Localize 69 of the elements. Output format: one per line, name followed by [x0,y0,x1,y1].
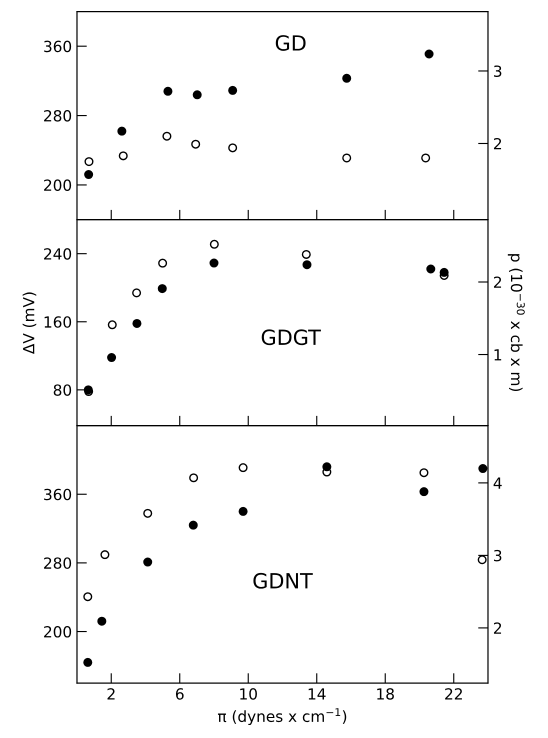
point [118,151,128,160]
y-tick-label: 200 [44,179,72,191]
point [419,487,428,496]
x-tick-label: 14 [308,688,326,700]
point [419,468,428,478]
point [143,558,152,567]
point [84,157,94,166]
point [162,132,172,141]
point [421,153,430,162]
point [108,320,117,330]
point [424,50,434,58]
y2-tick-label: 3 [494,550,502,562]
point [192,90,202,100]
y-tick-label: 160 [44,316,72,328]
point [322,462,332,472]
x-tick-label: 2 [108,688,115,700]
y-tick-label: 240 [44,248,72,260]
point [158,258,168,268]
point [478,555,487,564]
point [83,658,92,667]
point [302,250,311,259]
y2-tick-label: 2 [494,138,502,150]
y2-axis-title: p (10$^{−30}$ x cb x m) [508,254,525,392]
point [97,616,106,626]
point [83,592,92,602]
point [238,506,248,516]
y2-tick-label: 1 [494,349,502,360]
point [209,258,218,268]
y-tick-label: 360 [44,40,72,52]
point [84,170,94,180]
text: GDGT [262,329,321,346]
y2-tick-label: 4 [494,478,502,489]
x-tick-label: 6 [176,688,184,700]
x-tick-label: 22 [445,688,462,700]
y2-tick-label: 2 [494,276,502,288]
y-tick-label: 200 [44,626,72,638]
x-tick-label: 18 [377,688,394,700]
point [342,74,352,83]
y-axis-title: ΔV (mV) [22,292,36,354]
point [302,260,312,270]
point [117,126,126,136]
x-tick-label: 10 [240,688,257,700]
y-tick-label: 280 [44,110,72,122]
y-tick-label: 280 [44,557,72,569]
point [163,86,172,96]
y2-tick-label: 3 [494,65,502,77]
y2-tick-label: 2 [494,622,502,634]
point [478,464,488,474]
point [228,86,238,95]
x-axis-title: π (dynes x cm$^{−1}$) [218,708,346,726]
point [188,520,198,530]
point [210,240,219,249]
point [342,153,352,162]
point [228,143,238,152]
point [143,508,152,518]
point [191,140,200,149]
y-tick-label: 360 [44,488,72,500]
text: GDNT [253,572,313,589]
point [107,353,116,362]
point [440,268,449,277]
point [158,284,167,294]
point [132,318,142,328]
point [189,473,198,482]
point [426,264,436,274]
point [132,288,142,298]
y-tick-label: 80 [54,384,72,396]
point [100,550,110,560]
text: GD [276,35,306,51]
point [238,463,248,472]
